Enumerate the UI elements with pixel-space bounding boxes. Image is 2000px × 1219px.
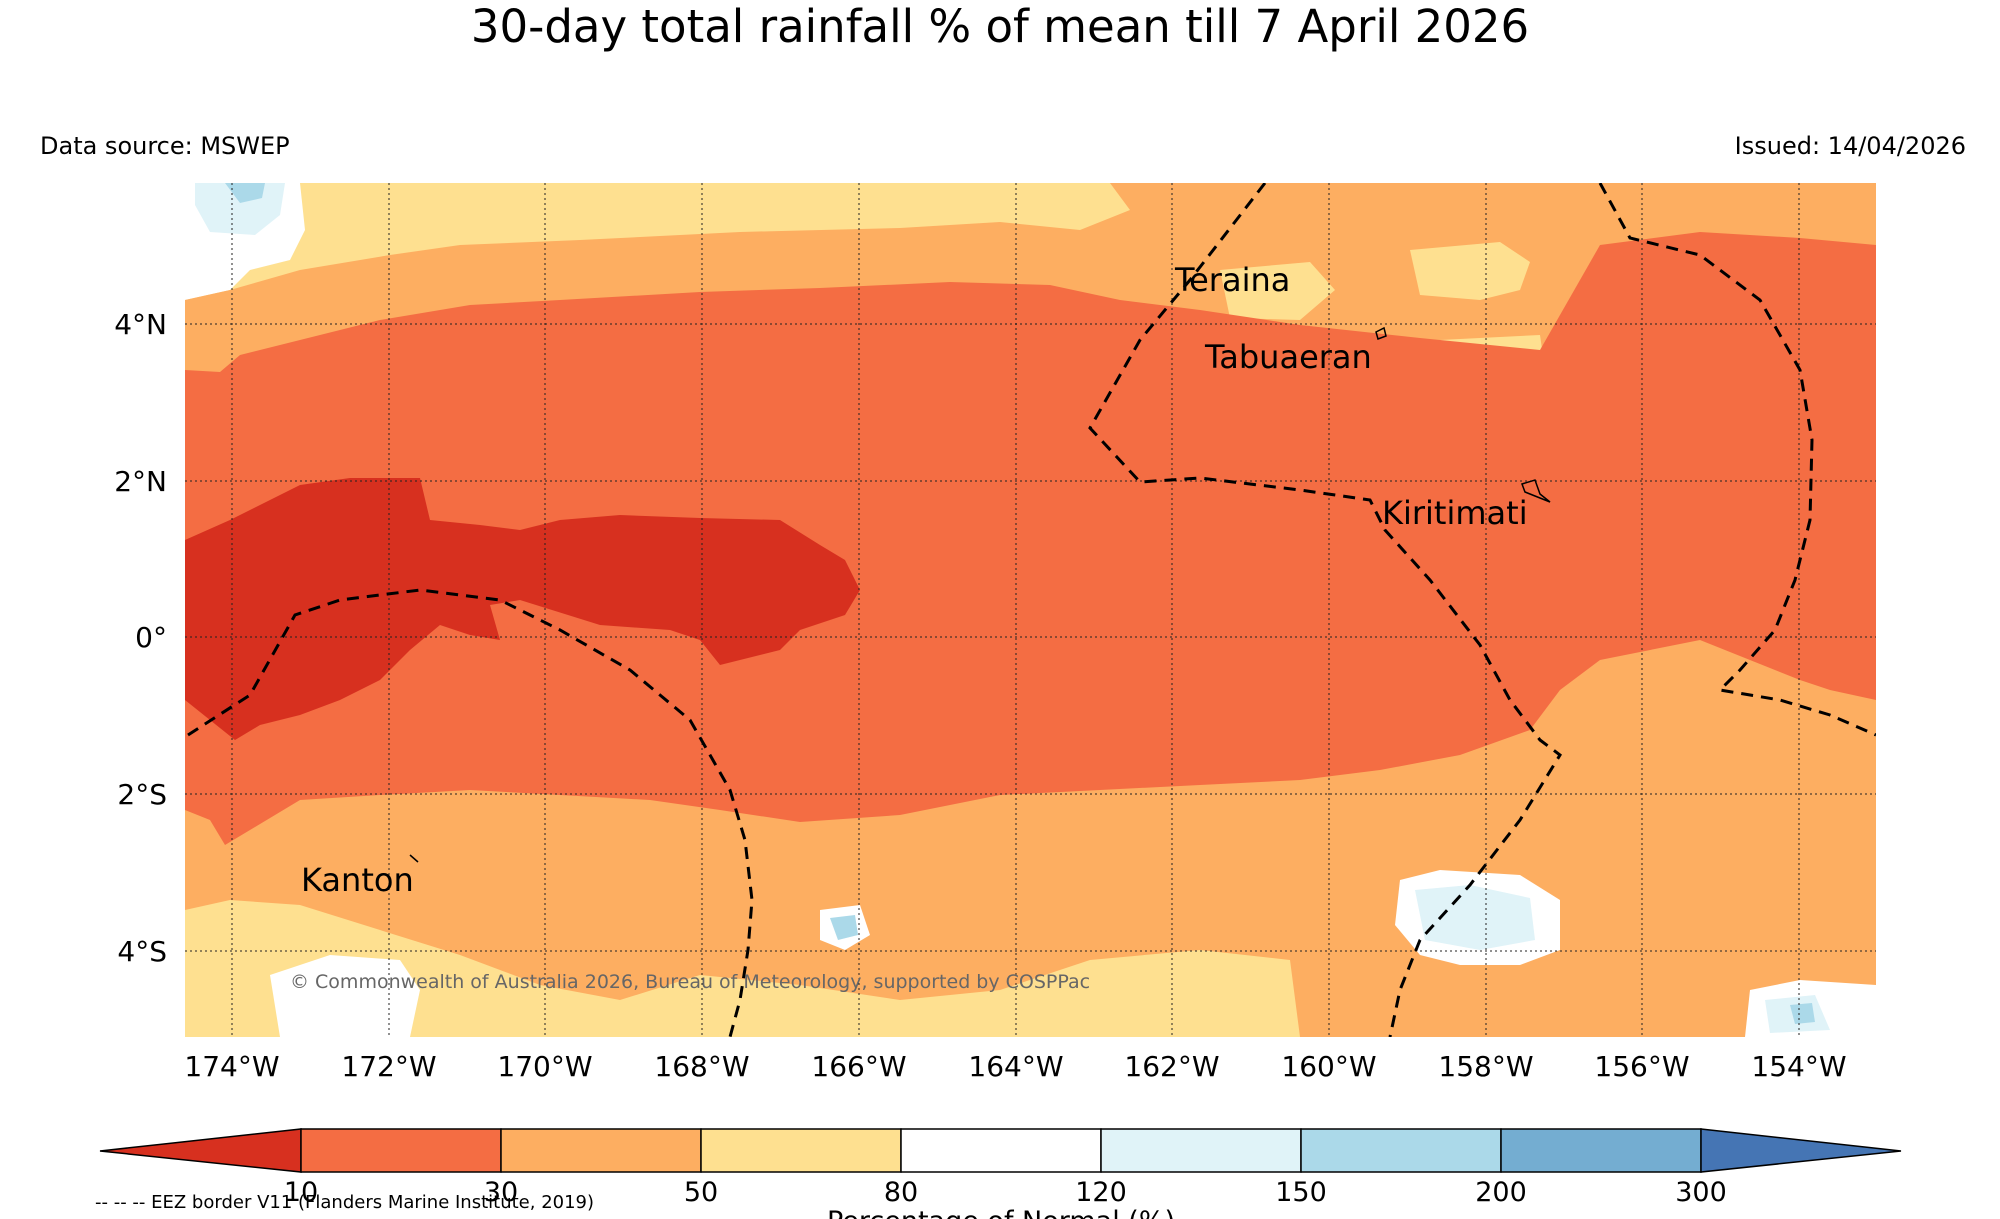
colorbar-ticks: 10 30 50 80 120 150 200 300 (284, 1177, 1727, 1208)
colorbar-label: Percentage of Normal (%) (827, 1206, 1175, 1219)
field-below-10 (185, 478, 860, 740)
field-80-120-sw (270, 955, 420, 1037)
colorbar-bin-120-150 (1100, 1128, 1302, 1173)
map-field (185, 183, 1876, 1037)
lon-label-172w: 172°W (341, 1050, 436, 1083)
eez-note: -- -- -- EEZ border V11 (Flanders Marine… (95, 1192, 594, 1213)
field-120-150-se (1415, 885, 1535, 950)
colorbar-bin-30-50 (500, 1128, 702, 1173)
lat-axis: 4°N 2°N 0° 2°S 4°S (114, 308, 167, 968)
lat-label-2s: 2°S (117, 778, 167, 811)
lon-label-158w: 158°W (1438, 1050, 1533, 1083)
colorbar-tick-10: 10 (284, 1177, 318, 1208)
colorbar-extend-high (1700, 1128, 1902, 1173)
colorbar-tick-300: 300 (1675, 1177, 1727, 1208)
gridlines (185, 183, 1876, 1037)
colorbar-tick-50: 50 (684, 1177, 718, 1208)
lon-label-160w: 160°W (1281, 1050, 1376, 1083)
lon-label-154w: 154°W (1751, 1050, 1846, 1083)
colorbar-tick-120: 120 (1075, 1177, 1127, 1208)
lon-label-166w: 166°W (811, 1050, 906, 1083)
field-150-200-se2 (1790, 1003, 1815, 1024)
lon-label-164w: 164°W (968, 1050, 1063, 1083)
field-50-80-patch1 (1410, 242, 1530, 300)
lat-label-4s: 4°S (117, 935, 167, 968)
place-kiritimati: Kiritimati (1382, 494, 1528, 532)
lon-label-170w: 170°W (497, 1050, 592, 1083)
field-150-200-mid (830, 915, 858, 940)
colorbar (99, 1128, 1902, 1173)
eez-border-line-islands-west (1088, 183, 1562, 1037)
lon-label-174w: 174°W (184, 1050, 279, 1083)
place-kanton: Kanton (301, 861, 414, 899)
field-10-30 (185, 232, 1876, 845)
chart-title: 30-day total rainfall % of mean till 7 A… (470, 0, 1530, 53)
field-150-200-nw (225, 183, 265, 203)
eez-borders (187, 183, 1876, 1037)
colorbar-bin-50-80 (700, 1128, 902, 1173)
eez-border-line-islands-east (1598, 183, 1876, 737)
lat-label-4n: 4°N (114, 308, 167, 341)
colorbar-bin-80-120 (900, 1128, 1102, 1173)
copyright-note: © Commonwealth of Australia 2026, Bureau… (290, 971, 1090, 993)
field-50-80-patch2 (1220, 262, 1335, 320)
lat-label-2n: 2°N (114, 465, 167, 498)
data-source: Data source: MSWEP (40, 132, 290, 160)
place-tabuaeran: Tabuaeran (1204, 338, 1372, 376)
lon-label-168w: 168°W (654, 1050, 749, 1083)
colorbar-tick-30: 30 (484, 1177, 518, 1208)
lon-label-156w: 156°W (1594, 1050, 1689, 1083)
colorbar-bin-150-200 (1300, 1128, 1502, 1173)
eez-border-kanton (187, 588, 754, 1037)
colorbar-bin-10-30 (300, 1128, 502, 1173)
lon-axis: 174°W 172°W 170°W 168°W 166°W 164°W 162°… (184, 1050, 1846, 1083)
colorbar-tick-80: 80 (884, 1177, 918, 1208)
colorbar-extend-low (99, 1128, 302, 1173)
field-120-150-nw (195, 183, 285, 235)
issued-date: Issued: 14/04/2026 (1734, 132, 1966, 160)
colorbar-tick-150: 150 (1275, 1177, 1327, 1208)
colorbar-tick-200: 200 (1475, 1177, 1527, 1208)
tabuaeran-outline (1375, 326, 1387, 340)
kiritimati-outline (1521, 479, 1551, 503)
place-teraina: Teraina (1174, 261, 1290, 299)
kanton-outline (409, 854, 419, 863)
island-outlines (409, 326, 1551, 863)
lat-label-0: 0° (135, 621, 167, 654)
colorbar-bin-200-300 (1500, 1128, 1702, 1173)
lon-label-162w: 162°W (1124, 1050, 1219, 1083)
